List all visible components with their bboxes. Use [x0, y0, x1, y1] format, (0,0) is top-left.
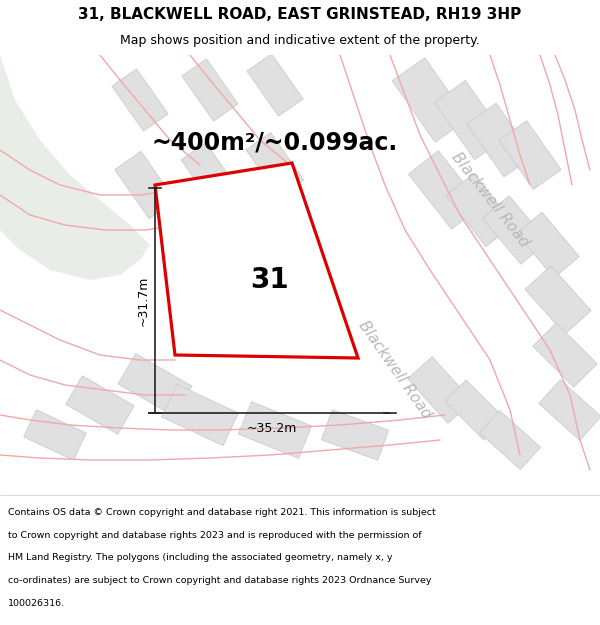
Polygon shape: [115, 151, 175, 219]
Text: to Crown copyright and database rights 2023 and is reproduced with the permissio: to Crown copyright and database rights 2…: [8, 531, 421, 540]
Polygon shape: [155, 163, 358, 358]
Polygon shape: [322, 410, 389, 460]
Polygon shape: [533, 323, 597, 387]
Text: ~35.2m: ~35.2m: [247, 421, 297, 434]
Polygon shape: [434, 81, 506, 159]
Polygon shape: [182, 59, 238, 121]
Polygon shape: [392, 58, 468, 142]
Polygon shape: [112, 69, 168, 131]
Polygon shape: [479, 411, 541, 469]
Text: 31, BLACKWELL ROAD, EAST GRINSTEAD, RH19 3HP: 31, BLACKWELL ROAD, EAST GRINSTEAD, RH19…: [79, 8, 521, 22]
Text: Blackwell Road: Blackwell Road: [356, 318, 434, 422]
Text: Map shows position and indicative extent of the property.: Map shows position and indicative extent…: [120, 34, 480, 47]
Polygon shape: [0, 55, 150, 280]
Polygon shape: [525, 266, 591, 334]
Polygon shape: [467, 103, 533, 177]
Polygon shape: [517, 212, 579, 278]
Polygon shape: [446, 173, 514, 247]
Polygon shape: [539, 380, 600, 440]
Polygon shape: [118, 354, 192, 416]
Polygon shape: [499, 121, 561, 189]
Polygon shape: [246, 132, 304, 198]
Polygon shape: [24, 410, 86, 460]
Text: HM Land Registry. The polygons (including the associated geometry, namely x, y: HM Land Registry. The polygons (includin…: [8, 554, 392, 562]
Text: 31: 31: [251, 266, 289, 294]
Text: ~31.7m: ~31.7m: [137, 275, 149, 326]
Polygon shape: [66, 376, 134, 434]
Text: co-ordinates) are subject to Crown copyright and database rights 2023 Ordnance S: co-ordinates) are subject to Crown copyr…: [8, 576, 431, 585]
Text: Contains OS data © Crown copyright and database right 2021. This information is : Contains OS data © Crown copyright and d…: [8, 508, 436, 517]
Polygon shape: [409, 151, 482, 229]
Polygon shape: [161, 384, 238, 446]
Text: 100026316.: 100026316.: [8, 599, 65, 608]
Polygon shape: [407, 357, 472, 423]
Text: ~400m²/~0.099ac.: ~400m²/~0.099ac.: [152, 131, 398, 155]
Polygon shape: [445, 380, 505, 440]
Polygon shape: [181, 142, 239, 208]
Text: Blackwell Road: Blackwell Road: [448, 150, 532, 250]
Polygon shape: [238, 402, 311, 458]
Polygon shape: [247, 54, 303, 116]
Polygon shape: [482, 196, 548, 264]
